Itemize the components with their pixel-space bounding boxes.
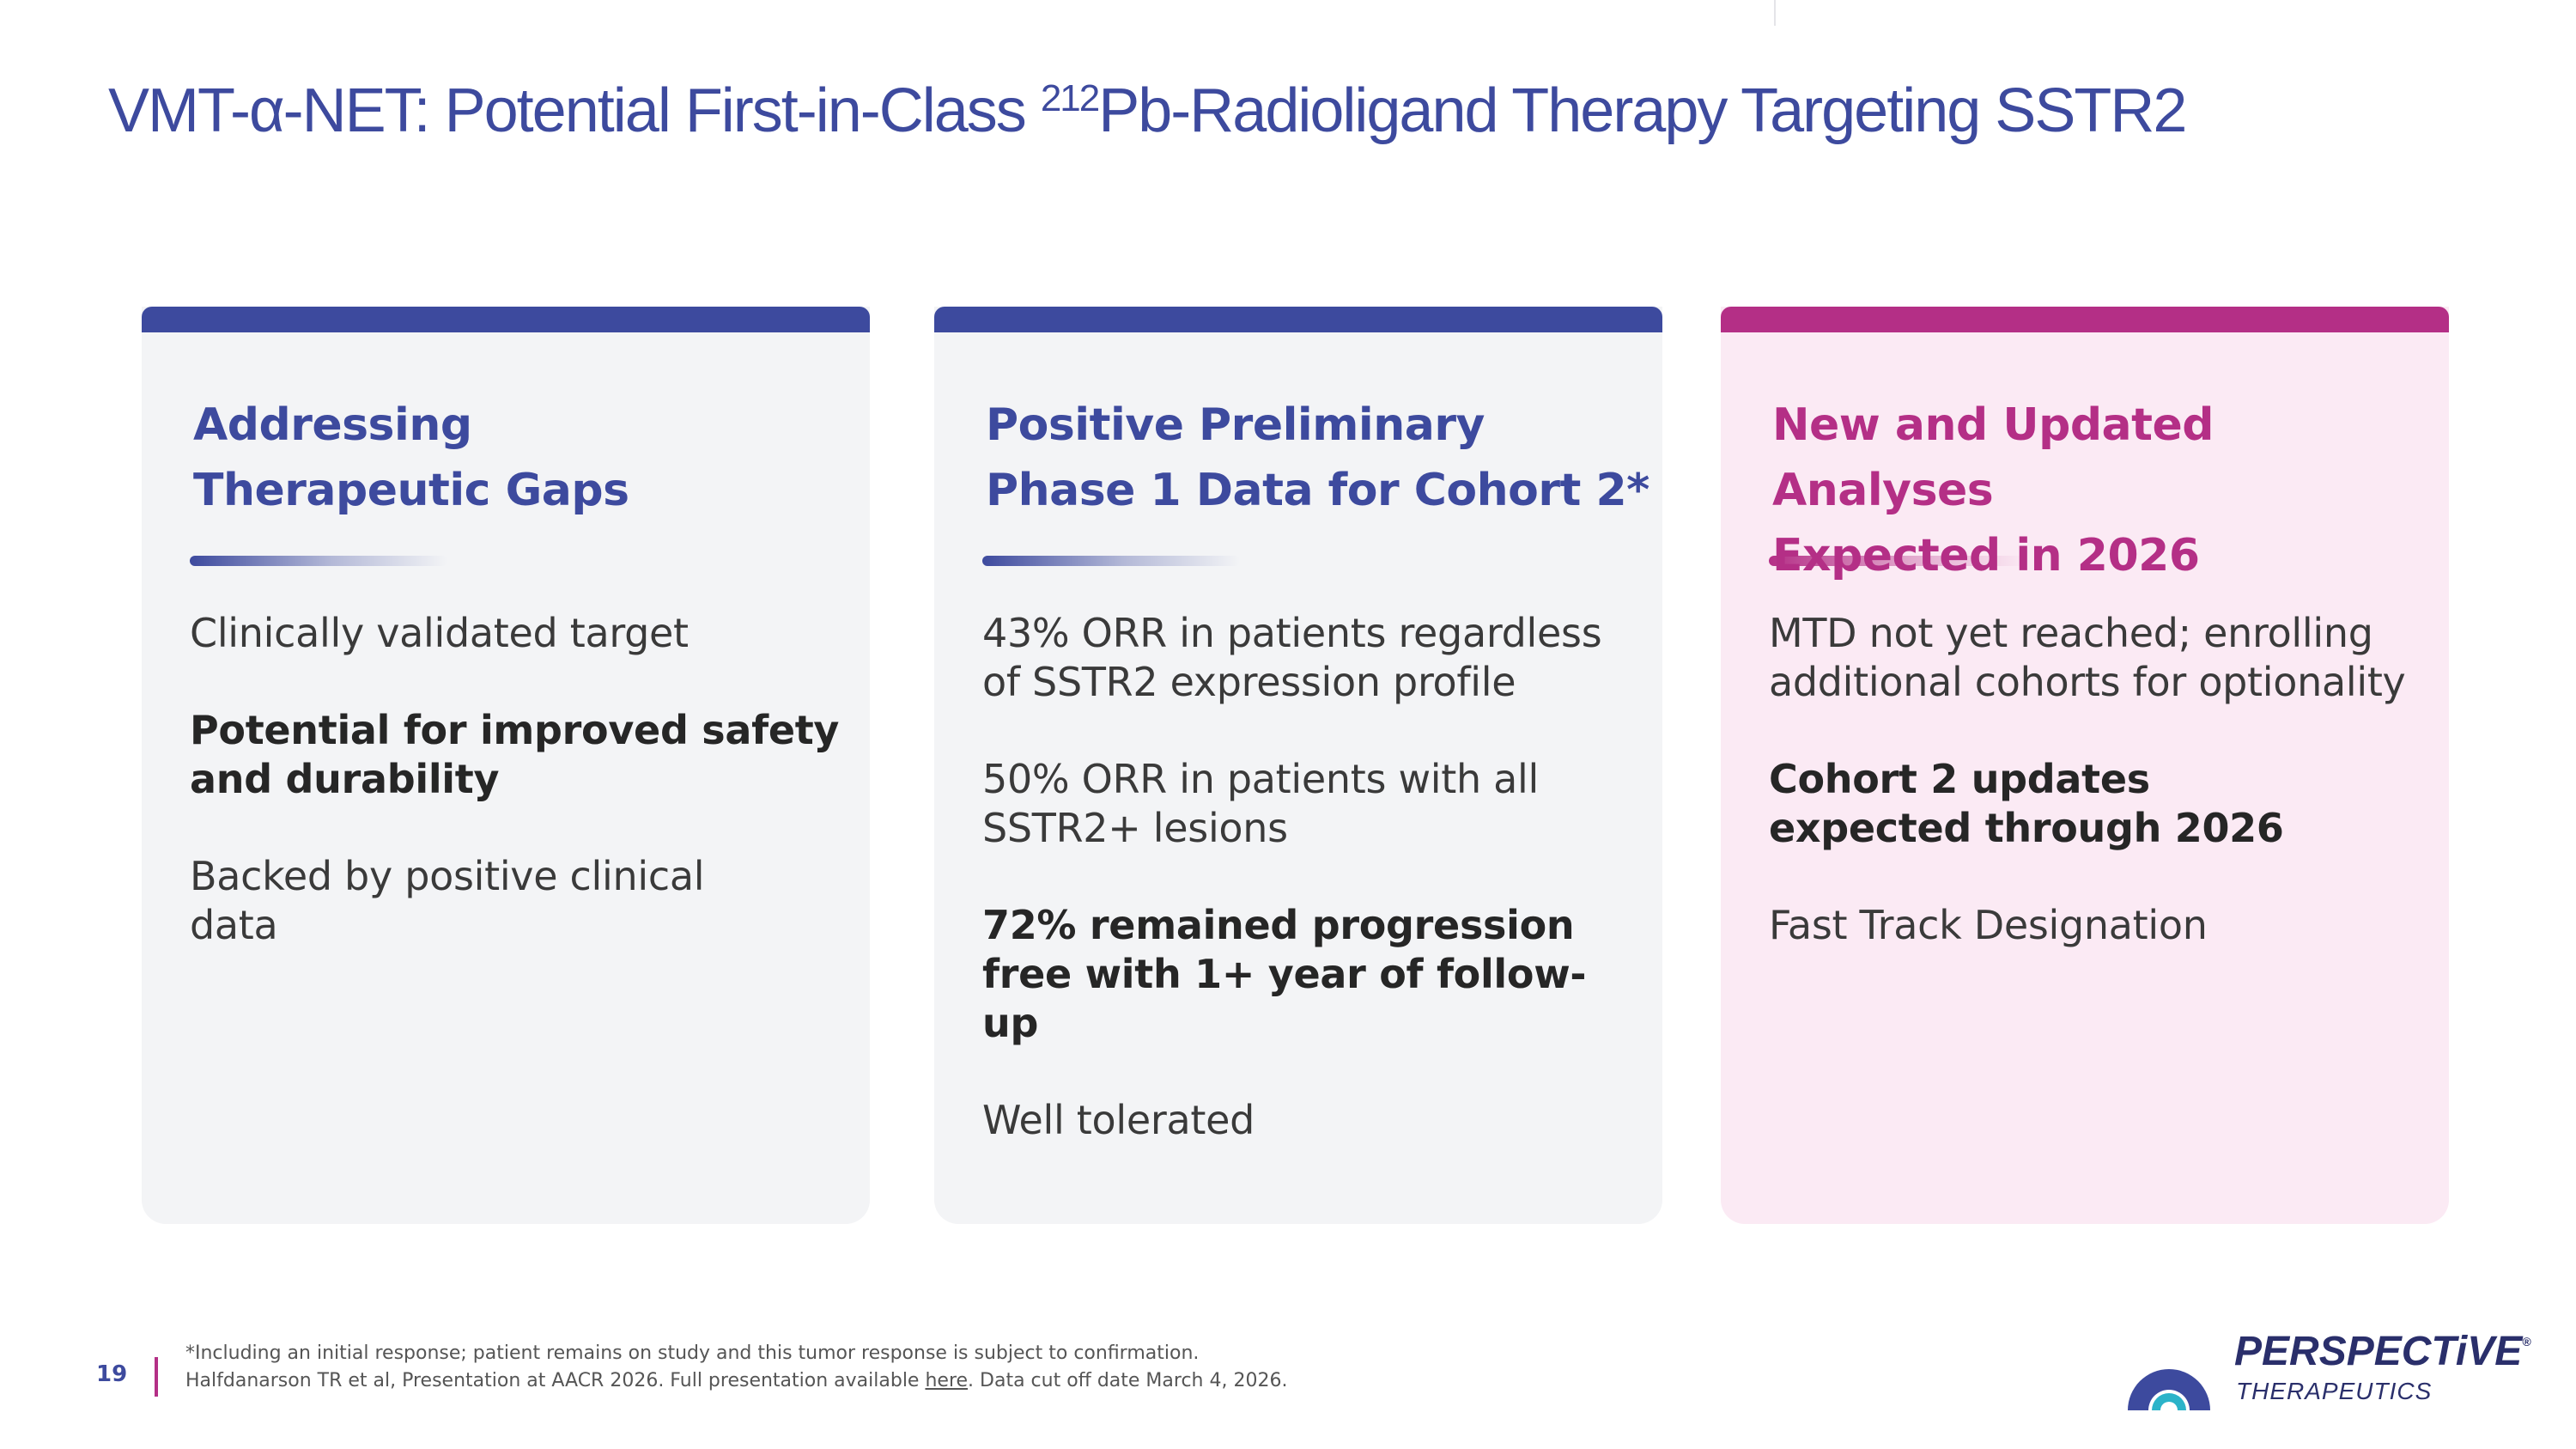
card-item-list: Clinically validated target Potential fo… [190,609,842,998]
card-item: Clinically validated target [190,610,689,656]
company-logo: PERSPECTiVE® THERAPEUTICS [2117,1324,2531,1419]
card-phase1-data: Positive Preliminary Phase 1 Data for Co… [934,307,1662,1224]
card-therapeutic-gaps: Addressing Therapeutic Gaps Clinically v… [142,307,870,1224]
card-new-analyses: New and Updated Analyses Expected in 202… [1721,307,2449,1224]
card-item-highlight: Potential for improved safety and durabi… [190,707,840,802]
card-item: MTD not yet reached; enrolling additiona… [1769,610,2406,705]
card-heading: Addressing Therapeutic Gaps [193,393,629,523]
presentation-link[interactable]: here [925,1370,969,1391]
card-top-bar [934,307,1662,332]
card-heading-line1: Positive Preliminary [986,399,1485,451]
card-item-list: MTD not yet reached; enrolling additiona… [1769,609,2421,998]
footnote-2-text: Halfdanarson TR et al, Presentation at A… [185,1370,926,1391]
card-item-highlight: 72% remained progression free with 1+ ye… [982,902,1587,1046]
footnote-1: *Including an initial response; patient … [185,1342,1200,1364]
card-item: 43% ORR in patients regardless of SSTR2 … [982,610,1602,705]
title-superscript: 212 [1040,77,1100,119]
footer-separator [155,1357,158,1397]
card-item: Backed by positive clinical data [190,853,705,948]
card-top-bar [1721,307,2449,332]
page-number: 19 [96,1361,128,1387]
card-item: Fast Track Designation [1769,902,2208,948]
card-item-highlight: Cohort 2 updates expected through 2026 [1769,756,2284,851]
footnote-2: Halfdanarson TR et al, Presentation at A… [185,1367,1287,1395]
card-item: 50% ORR in patients with all SSTR2+ lesi… [982,756,1540,851]
logo-tagline: THERAPEUTICS [2236,1378,2433,1404]
registered-mark: ® [2522,1335,2531,1349]
logo-wordmark: PERSPECTiVE® [2234,1328,2531,1375]
heading-accent-line [190,556,447,566]
heading-accent-line [982,556,1240,566]
card-heading: New and Updated Analyses Expected in 202… [1772,393,2449,588]
title-post: Pb-Radioligand Therapy Targeting SSTR2 [1098,76,2187,145]
top-divider [1774,0,1776,26]
title-pre: VMT-α-NET: Potential First-in-Class [108,76,1041,145]
card-heading: Positive Preliminary Phase 1 Data for Co… [986,393,1649,523]
logo-name-text: PERSPECTiVE [2234,1329,2523,1374]
card-item: Well tolerated [982,1097,1255,1143]
card-top-bar [142,307,870,332]
logo-mark-icon [2128,1369,2210,1410]
footnotes: *Including an initial response; patient … [185,1340,1287,1395]
heading-accent-line [1769,556,2026,566]
card-heading-line2: Phase 1 Data for Cohort 2* [986,465,1649,516]
page-title: VMT-α-NET: Potential First-in-Class 212P… [108,76,2187,146]
footnote-2-text-end: . Data cut off date March 4, 2026. [968,1370,1288,1391]
card-item-list: 43% ORR in patients regardless of SSTR2 … [982,609,1635,1193]
card-heading-line1: New and Updated Analyses [1772,399,2214,516]
card-heading-line1: Addressing [193,399,472,451]
card-heading-line2: Therapeutic Gaps [193,465,629,516]
